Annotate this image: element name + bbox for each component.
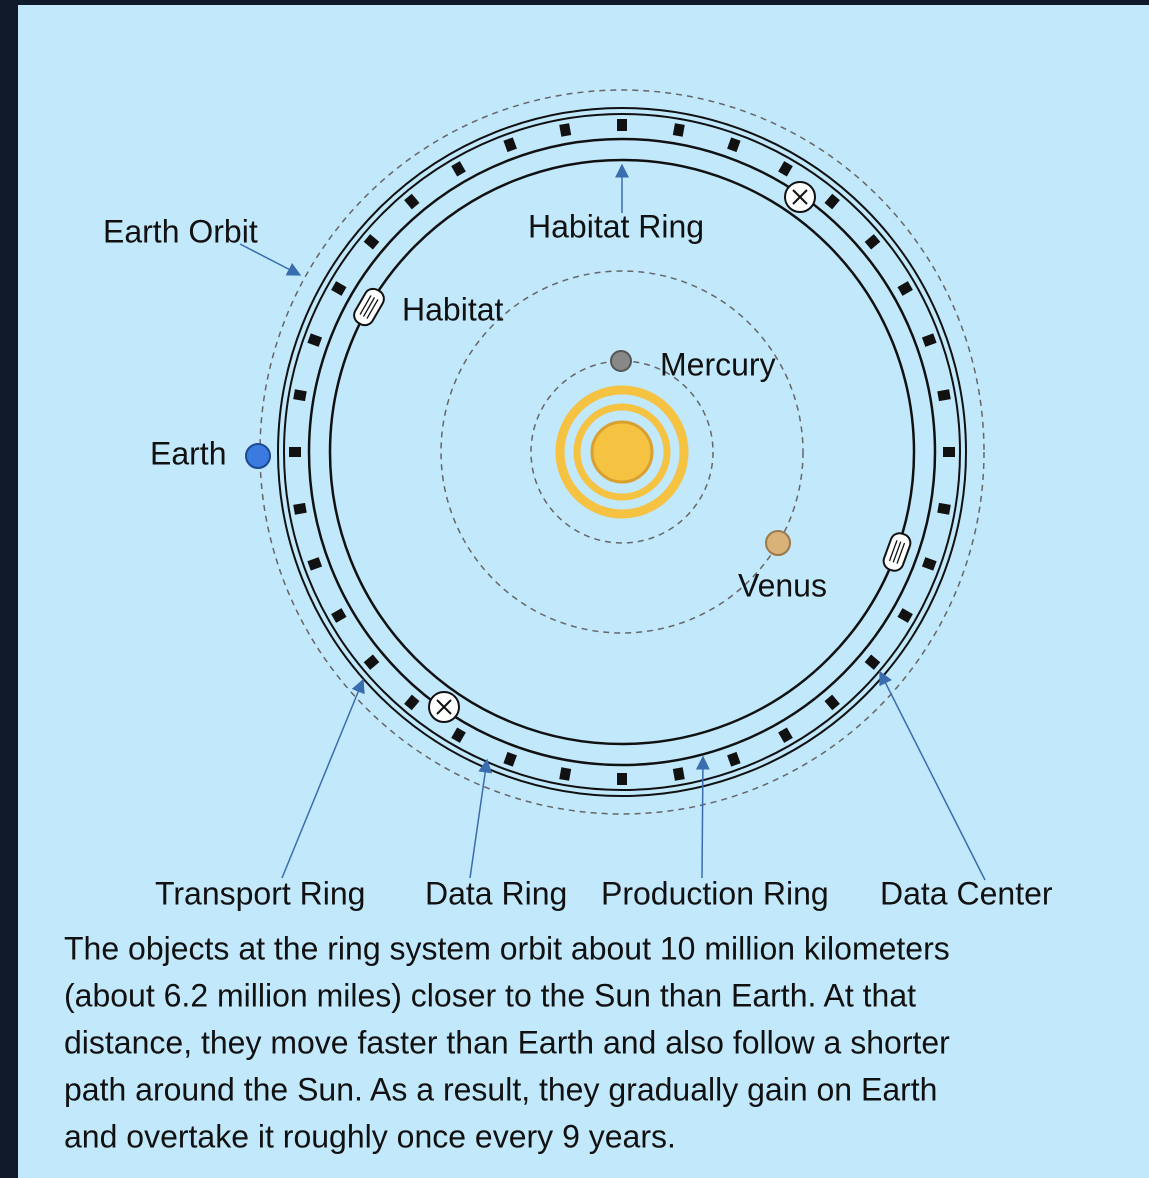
mercury	[611, 351, 631, 371]
data-ring-block	[293, 389, 307, 401]
label: Habitat	[402, 291, 504, 327]
venus	[766, 531, 790, 555]
label: Earth Orbit	[103, 213, 258, 249]
diagram: Earth Orbit Habitat Ring Habitat Mercury…	[0, 0, 1149, 1178]
earth	[246, 444, 270, 468]
data-ring-block	[617, 773, 627, 785]
label: Habitat Ring	[528, 208, 704, 244]
page: Earth Orbit Habitat Ring Habitat Mercury…	[0, 0, 1149, 1178]
data-ring-block	[673, 767, 685, 781]
data-ring-block	[937, 503, 951, 515]
label: Data Center	[880, 875, 1053, 911]
data-ring-block	[559, 123, 571, 137]
label: Transport Ring	[155, 875, 365, 911]
arrow	[702, 757, 703, 878]
paragraph-line: (about 6.2 million miles) closer to the …	[64, 977, 916, 1013]
data-ring-block	[559, 767, 571, 781]
paragraph-line: distance, they move faster than Earth an…	[64, 1024, 950, 1060]
label: Production Ring	[601, 875, 829, 911]
data-ring-block	[293, 503, 307, 515]
paragraph-line: The objects at the ring system orbit abo…	[64, 930, 950, 966]
paragraph-line: and overtake it roughly once every 9 yea…	[64, 1118, 676, 1154]
label: Venus	[738, 567, 827, 603]
label: Data Ring	[425, 875, 567, 911]
sun	[592, 422, 652, 482]
data-ring-block	[289, 447, 301, 457]
data-center-icon	[785, 182, 815, 212]
data-center-icon	[429, 692, 459, 722]
label: Earth	[150, 435, 226, 471]
data-ring-block	[673, 123, 685, 137]
label: Mercury	[660, 346, 776, 382]
data-ring-block	[943, 447, 955, 457]
data-ring-block	[937, 389, 951, 401]
paragraph-line: path around the Sun. As a result, they g…	[64, 1071, 937, 1107]
data-ring-block	[617, 119, 627, 131]
